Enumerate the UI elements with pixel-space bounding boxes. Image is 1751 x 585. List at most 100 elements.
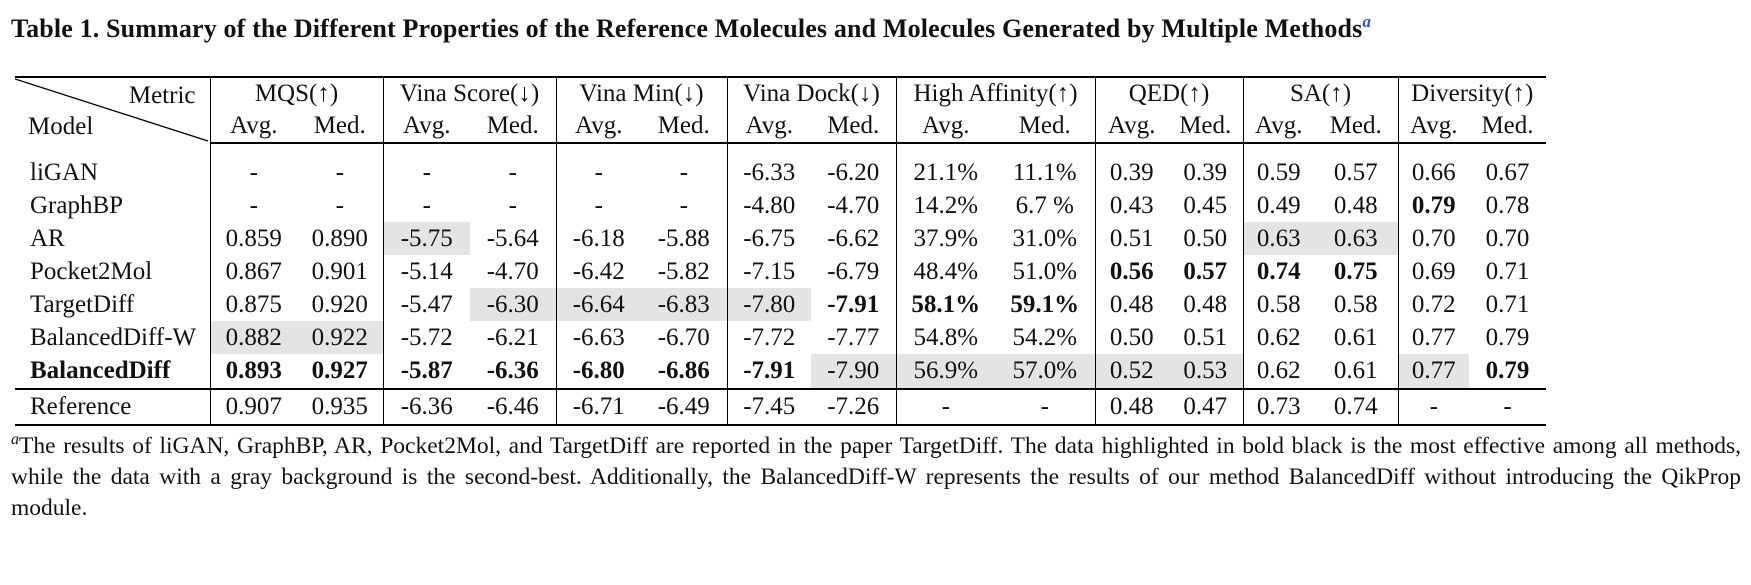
value-cell: - bbox=[508, 191, 517, 219]
value-cell: 0.39 bbox=[1094, 156, 1168, 189]
spacer-cell bbox=[1094, 143, 1243, 156]
value-cell: -6.62 bbox=[827, 224, 880, 252]
value-cell: 0.882 bbox=[209, 321, 297, 354]
value-cell: 0.79 bbox=[1485, 357, 1530, 384]
value-cell: 0.57 bbox=[1333, 158, 1378, 186]
value-cell: 0.69 bbox=[1397, 255, 1469, 288]
model-name-cell: Reference bbox=[15, 388, 210, 426]
spacer-cell bbox=[555, 143, 727, 156]
value-cell: -6.83 bbox=[641, 288, 727, 321]
value-cell: -6.80 bbox=[555, 354, 641, 389]
table-row: GraphBP - - - - - - -4.80 -4.70 14.2% 6.7 % 0.43 0.4… bbox=[15, 189, 1546, 222]
value-cell: 0.57 bbox=[1183, 257, 1228, 285]
value-cell: - bbox=[895, 388, 995, 426]
value-cell: -6.36 bbox=[486, 357, 539, 384]
med-header: Med. bbox=[1168, 110, 1243, 144]
model-name-cell: Pocket2Mol bbox=[30, 257, 153, 285]
value-cell: -6.86 bbox=[657, 357, 710, 384]
value-cell: -6.75 bbox=[726, 222, 811, 255]
value-cell: 0.75 bbox=[1333, 257, 1378, 285]
med-header: Med. bbox=[1314, 110, 1398, 144]
model-name-cell: BalancedDiff-W bbox=[30, 323, 197, 351]
metric-header: Vina Min(↓) bbox=[555, 76, 727, 110]
value-cell: 0.875 bbox=[209, 288, 297, 321]
value-cell: 58.1% bbox=[895, 288, 995, 321]
med-header: Med. bbox=[470, 110, 556, 144]
value-cell: - bbox=[382, 189, 470, 222]
value-cell: 0.56 bbox=[1094, 255, 1168, 288]
metric-header: MQS(↑) bbox=[209, 76, 383, 110]
value-cell: 0.58 bbox=[1333, 290, 1378, 318]
metric-header: SA(↑) bbox=[1242, 76, 1398, 110]
avg-header: Avg. bbox=[555, 110, 641, 144]
value-cell: 0.78 bbox=[1485, 191, 1530, 219]
spacer-cell bbox=[895, 143, 1095, 156]
value-cell: 0.61 bbox=[1333, 357, 1378, 384]
value-cell: 0.79 bbox=[1485, 323, 1530, 351]
corner-model-label: Model bbox=[28, 113, 94, 140]
spacer-cell bbox=[1242, 143, 1398, 156]
value-cell: -5.14 bbox=[382, 255, 470, 288]
value-cell: 0.50 bbox=[1183, 224, 1228, 252]
value-cell: -7.45 bbox=[726, 388, 811, 426]
value-cell: - bbox=[1469, 388, 1546, 426]
value-cell: 0.49 bbox=[1242, 189, 1314, 222]
value-cell: 0.77 bbox=[1397, 321, 1469, 354]
value-cell: -6.46 bbox=[470, 388, 556, 426]
table-row: liGAN - - - - - - -6.33 -6.20 21.1% 11.1% 0.39 0.39 0… bbox=[15, 156, 1546, 189]
value-cell: 0.70 bbox=[1485, 224, 1530, 252]
caption-footnote-mark[interactable]: a bbox=[1362, 12, 1372, 31]
value-cell: 11.1% bbox=[1012, 158, 1077, 186]
model-name-cell: GraphBP bbox=[30, 191, 124, 219]
value-cell: 0.45 bbox=[1183, 191, 1228, 219]
avg-header: Avg. bbox=[1242, 110, 1314, 144]
value-cell: -6.79 bbox=[827, 257, 880, 285]
value-cell: 0.920 bbox=[311, 290, 368, 318]
value-cell: 59.1% bbox=[1010, 290, 1080, 318]
header-row-stats: Avg. Med. Avg. Med. Avg. Med. Avg. Med. Avg. Med.… bbox=[15, 110, 1546, 144]
value-cell: -6.70 bbox=[657, 323, 710, 351]
spacer-cell bbox=[209, 143, 383, 156]
value-cell: -5.82 bbox=[657, 257, 710, 285]
value-cell: -4.70 bbox=[486, 257, 539, 285]
value-cell: 0.893 bbox=[209, 354, 297, 389]
value-cell: -7.15 bbox=[726, 255, 811, 288]
table-row: AR 0.859 0.890 -5.75 -5.64 -6.18 -5.88 -6.75 -6.… bbox=[15, 222, 1546, 255]
table-row: BalancedDiff 0.893 0.927 -5.87 -6.36 -6.80 -6.… bbox=[15, 354, 1546, 389]
avg-header: Avg. bbox=[1094, 110, 1168, 144]
value-cell: -7.26 bbox=[811, 388, 896, 426]
value-cell: - bbox=[209, 156, 297, 189]
spacer-cell bbox=[1397, 143, 1546, 156]
value-cell: 0.63 bbox=[1314, 222, 1398, 255]
value-cell: 0.74 bbox=[1314, 388, 1398, 426]
value-cell: -7.72 bbox=[726, 321, 811, 354]
value-cell: -6.64 bbox=[555, 288, 641, 321]
value-cell: - bbox=[995, 388, 1095, 426]
value-cell: 0.859 bbox=[209, 222, 297, 255]
value-cell: -5.47 bbox=[382, 288, 470, 321]
med-header: Med. bbox=[297, 110, 383, 144]
value-cell: 0.58 bbox=[1242, 288, 1314, 321]
value-cell: 0.67 bbox=[1485, 158, 1530, 186]
value-cell: -6.30 bbox=[470, 288, 556, 321]
table-row: Pocket2Mol 0.867 0.901 -5.14 -4.70 -6.42 -5.82… bbox=[15, 255, 1546, 288]
footnote-mark: a bbox=[11, 431, 19, 448]
value-cell: -4.80 bbox=[726, 189, 811, 222]
med-header: Med. bbox=[811, 110, 896, 144]
value-cell: 0.79 bbox=[1397, 189, 1469, 222]
value-cell: 0.71 bbox=[1485, 290, 1530, 318]
value-cell: 0.907 bbox=[209, 388, 297, 426]
value-cell: 0.74 bbox=[1242, 255, 1314, 288]
spacer-cell bbox=[15, 143, 210, 156]
value-cell: -5.72 bbox=[382, 321, 470, 354]
avg-header: Avg. bbox=[1397, 110, 1469, 144]
value-cell: -6.20 bbox=[827, 158, 880, 186]
value-cell: 31.0% bbox=[1012, 224, 1078, 252]
value-cell: -7.90 bbox=[811, 354, 896, 389]
table-row: TargetDiff 0.875 0.920 -5.47 -6.30 -6.64 -6.83… bbox=[15, 288, 1546, 321]
value-cell: 0.51 bbox=[1094, 222, 1168, 255]
value-cell: 0.77 bbox=[1397, 354, 1469, 389]
value-cell: - bbox=[335, 158, 344, 186]
value-cell: -6.33 bbox=[726, 156, 811, 189]
value-cell: 0.72 bbox=[1397, 288, 1469, 321]
